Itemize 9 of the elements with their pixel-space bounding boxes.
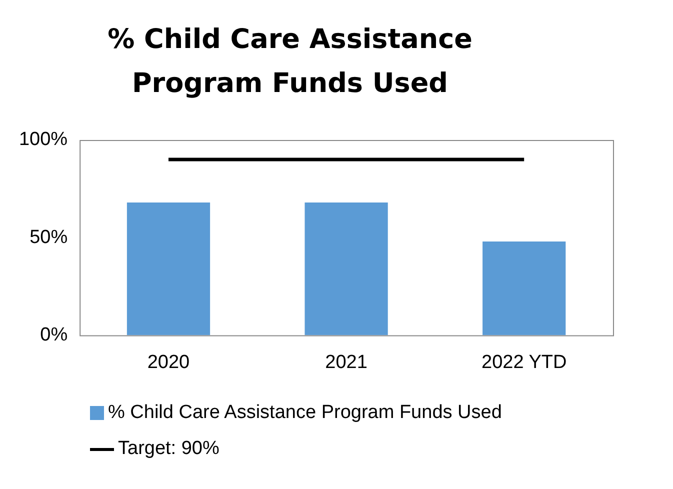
x-tick-label: 2022 YTD [482, 352, 567, 373]
x-tick-label: 2020 [147, 352, 190, 373]
legend-label: Target: 90% [118, 438, 220, 460]
y-tick-label: 0% [40, 324, 68, 346]
y-tick-label: 100% [18, 129, 68, 150]
y-tick-label: 50% [30, 226, 68, 248]
x-tick-label: 2021 [325, 352, 368, 373]
legend-label: % Child Care Assistance Program Funds Used [108, 402, 502, 424]
chart-title: % Child Care Assistance Program Funds Used [106, 23, 474, 101]
